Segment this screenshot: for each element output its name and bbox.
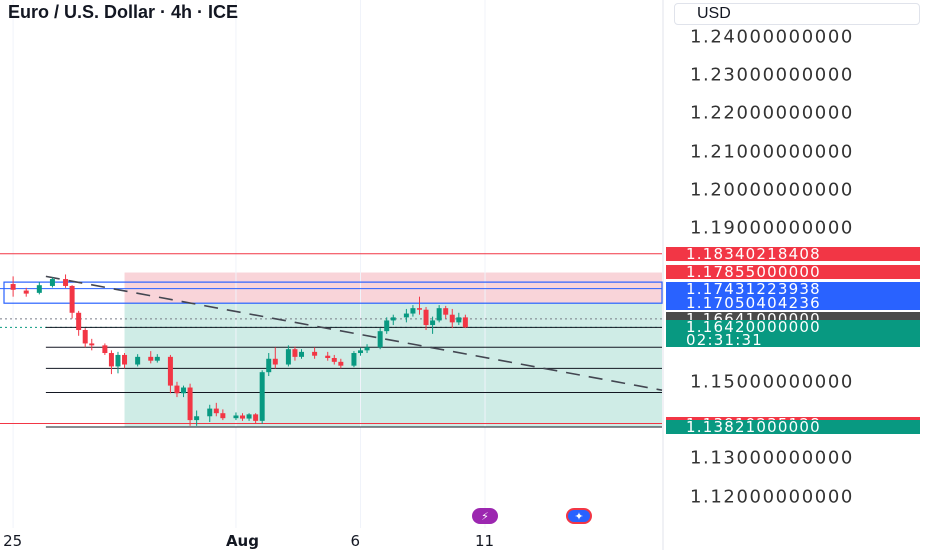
candle-body	[82, 330, 88, 344]
candle-body	[357, 350, 363, 354]
candle-body	[76, 312, 82, 331]
candle-body	[115, 354, 121, 367]
candle-body	[325, 355, 331, 359]
candle-body	[436, 308, 442, 321]
candle-body	[416, 308, 422, 310]
time-axis-label: 6	[350, 532, 361, 550]
candle-body	[108, 353, 114, 367]
candle-body	[403, 313, 409, 318]
candle-body	[220, 413, 226, 419]
candle-body	[292, 349, 298, 357]
price-tag: 1.17855000000	[666, 265, 920, 280]
currency-selector[interactable]: USD	[674, 3, 920, 25]
candle-body	[194, 416, 200, 421]
price-axis-label: 1.15000000000	[690, 371, 854, 393]
candle-body	[462, 317, 468, 328]
candle-body	[213, 408, 219, 414]
candle-body	[246, 414, 252, 419]
candle-body	[384, 320, 390, 332]
candle-body	[122, 354, 128, 365]
candle-body	[285, 349, 291, 365]
candle-body	[331, 358, 337, 362]
candle-body	[23, 290, 29, 294]
candle-body	[240, 415, 246, 419]
candle-body	[449, 314, 455, 323]
blue-range-box	[3, 281, 663, 304]
chart-title: Euro / U.S. Dollar · 4h · ICE	[8, 2, 239, 22]
candle-body	[135, 356, 141, 365]
candle-body	[63, 279, 69, 286]
candle-body	[10, 284, 16, 290]
candle-body	[154, 356, 160, 361]
price-tag: 1.17431223938	[666, 281, 920, 296]
candle-body	[181, 387, 187, 394]
dashed-trendline	[45, 275, 663, 391]
time-axis-label: Aug	[225, 532, 259, 550]
lightning-icon[interactable]: ⚡	[472, 508, 498, 524]
candle-body	[174, 385, 180, 394]
price-axis-label: 1.22000000000	[690, 102, 854, 124]
candle-body	[410, 308, 416, 314]
price-axis-label: 1.13000000000	[690, 447, 854, 469]
stop-loss-zone	[124, 272, 662, 304]
candle-body	[364, 347, 370, 351]
candle-body	[299, 351, 305, 357]
candle-body	[338, 361, 344, 366]
candle-body	[312, 351, 318, 356]
candle-body	[36, 285, 42, 293]
candle-body	[69, 285, 75, 313]
stars-flag-icon[interactable]: ✦	[566, 508, 592, 524]
price-tag: 02:31:31	[666, 333, 920, 348]
price-tag: 1.18340218408	[666, 246, 920, 261]
price-axis-label: 1.24000000000	[690, 26, 854, 48]
candle-body	[102, 345, 108, 354]
candle-body	[259, 372, 265, 421]
candle-body	[49, 279, 55, 286]
time-axis-label: 11	[475, 532, 495, 550]
candle-body	[377, 331, 383, 348]
candle-body	[423, 309, 429, 326]
price-axis-label: 1.21000000000	[690, 141, 854, 163]
candle-body	[443, 308, 449, 315]
price-axis-label: 1.20000000000	[690, 179, 854, 201]
candle-body	[207, 408, 213, 417]
candle-body	[456, 317, 462, 323]
candle-body	[253, 414, 259, 421]
candle-body	[390, 317, 396, 321]
price-tag: 1.17050404236	[666, 296, 920, 311]
candle-body	[430, 320, 436, 326]
candle-body	[187, 387, 193, 421]
candle-body	[351, 353, 357, 366]
price-tag: 1.13821000000	[666, 419, 920, 434]
candle-body	[167, 356, 173, 386]
candle-body	[266, 358, 272, 373]
candle-body	[272, 358, 278, 365]
price-axis-label: 1.19000000000	[690, 217, 854, 239]
price-axis-label: 1.23000000000	[690, 64, 854, 86]
price-tag: 1.16420000000	[666, 320, 920, 335]
candle-body	[148, 356, 154, 361]
price-axis-label: 1.12000000000	[690, 486, 854, 508]
candle-body	[233, 415, 239, 419]
time-axis-label: 25	[3, 532, 23, 550]
candle-body	[89, 343, 95, 346]
